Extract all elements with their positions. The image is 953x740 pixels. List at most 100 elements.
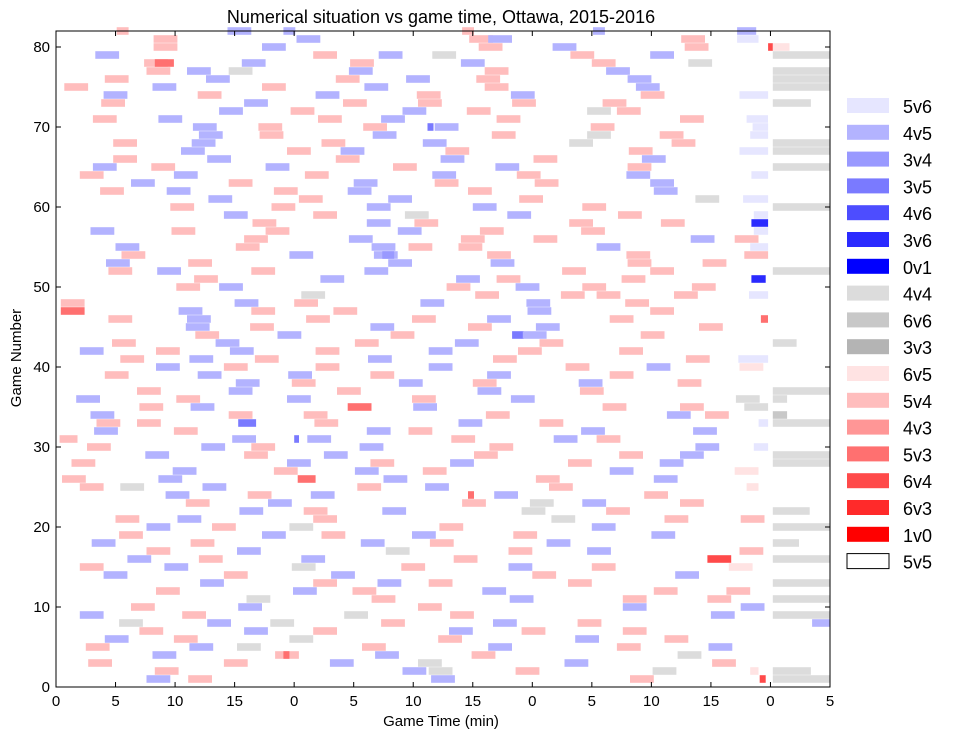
situation-segment <box>772 539 799 547</box>
situation-segment <box>156 347 180 355</box>
situation-segment <box>137 387 161 395</box>
situation-segment <box>739 547 764 555</box>
y-tick-label: 60 <box>33 199 50 216</box>
situation-segment <box>516 171 541 179</box>
situation-segment <box>60 307 85 315</box>
situation-segment <box>88 659 112 667</box>
y-tick-label: 70 <box>33 119 50 136</box>
situation-segment <box>472 379 497 387</box>
situation-segment <box>164 563 189 571</box>
situation-segment <box>383 475 408 483</box>
situation-segment <box>152 83 177 91</box>
situation-segment <box>434 123 459 131</box>
situation-segment <box>680 451 704 459</box>
situation-segment <box>104 75 129 83</box>
y-tick-label: 40 <box>33 359 50 376</box>
situation-segment <box>772 75 830 83</box>
situation-segment <box>616 107 641 115</box>
situation-segment <box>92 163 117 171</box>
situation-segment <box>265 163 290 171</box>
situation-segment <box>739 147 769 155</box>
situation-segment <box>208 195 233 203</box>
situation-segment <box>156 363 180 371</box>
situation-segment <box>71 459 96 467</box>
situation-segment <box>64 83 89 91</box>
situation-segment <box>223 659 248 667</box>
situation-segment <box>579 387 604 395</box>
situation-segment <box>412 531 436 539</box>
situation-segment <box>120 483 145 491</box>
legend-swatch <box>847 392 889 408</box>
situation-segment <box>176 395 201 403</box>
situation-segment <box>734 467 759 475</box>
situation-segment <box>234 299 259 307</box>
situation-segment <box>364 267 389 275</box>
situation-segment <box>412 395 436 403</box>
situation-segment <box>393 163 417 171</box>
situation-segment <box>695 443 720 451</box>
situation-segment <box>512 99 536 107</box>
situation-segment <box>303 507 328 515</box>
situation-segment <box>675 571 699 579</box>
situation-segment <box>606 507 630 515</box>
situation-segment <box>187 315 211 323</box>
situation-segment <box>315 347 340 355</box>
situation-segment <box>527 307 552 315</box>
situation-segment <box>201 443 226 451</box>
situation-segment <box>487 371 511 379</box>
situation-segment <box>458 243 483 251</box>
situation-segment <box>739 91 769 99</box>
situation-segment <box>321 531 346 539</box>
situation-segment <box>113 155 137 163</box>
situation-segment <box>112 339 136 347</box>
situation-segment <box>390 331 415 339</box>
situation-segment <box>152 651 177 659</box>
situation-segment <box>151 163 176 171</box>
situation-segment <box>318 115 342 123</box>
situation-segment <box>270 619 295 627</box>
situation-segment <box>489 443 514 451</box>
x-tick-label: 5 <box>826 693 834 710</box>
situation-segment <box>460 235 485 243</box>
y-tick-label: 10 <box>33 599 50 616</box>
situation-segment <box>215 339 240 347</box>
situation-segment <box>760 315 768 323</box>
situation-segment <box>553 435 578 443</box>
situation-segment <box>335 155 360 163</box>
situation-segment <box>664 635 689 643</box>
situation-segment <box>244 99 268 107</box>
x-tick-label: 0 <box>766 693 774 710</box>
legend-label: 3v6 <box>903 231 932 251</box>
situation-segment <box>340 147 365 155</box>
situation-segment <box>146 675 171 683</box>
situation-segment <box>772 459 830 467</box>
situation-segment <box>513 531 538 539</box>
situation-segment <box>251 307 276 315</box>
situation-segment <box>250 323 274 331</box>
situation-segment <box>688 59 713 67</box>
situation-segment <box>772 267 830 275</box>
situation-segment <box>287 395 311 403</box>
situation-segment <box>451 435 476 443</box>
situation-segment <box>674 291 698 299</box>
situation-segment <box>627 259 652 267</box>
situation-segment <box>560 291 585 299</box>
situation-segment <box>575 635 599 643</box>
situation-segment <box>666 411 691 419</box>
legend-swatch <box>847 98 889 113</box>
legend-label: 4v5 <box>903 124 932 144</box>
situation-segment <box>414 219 439 227</box>
situation-segment <box>626 171 651 179</box>
situation-segment <box>262 83 286 91</box>
situation-segment <box>315 363 340 371</box>
situation-segment <box>533 235 558 243</box>
situation-segment <box>364 83 389 91</box>
situation-segment <box>228 179 253 187</box>
situation-segment <box>438 635 462 643</box>
situation-segment <box>699 323 723 331</box>
situation-segment <box>239 507 264 515</box>
situation-segment <box>271 203 296 211</box>
situation-segment <box>85 643 110 651</box>
situation-segment <box>644 491 668 499</box>
